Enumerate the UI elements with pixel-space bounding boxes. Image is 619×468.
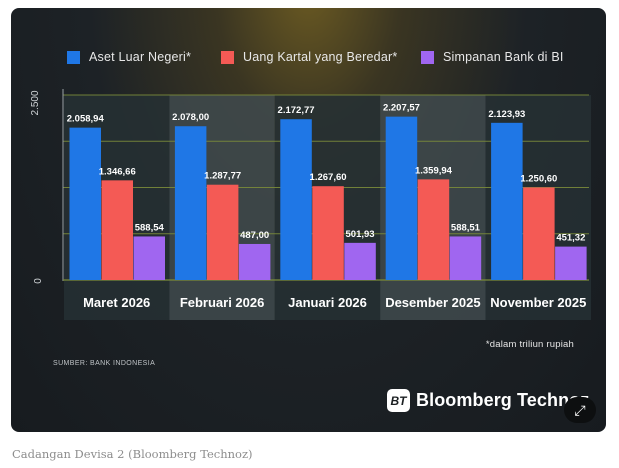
expand-button[interactable]: ⤢: [564, 397, 596, 423]
legend-swatch: [221, 50, 234, 64]
data-label: 1.267,60: [310, 172, 347, 183]
unit-note: *dalam triliun rupiah: [485, 339, 574, 350]
data-label: 2.058,94: [67, 114, 105, 125]
bar: [206, 184, 239, 280]
bar: [280, 119, 312, 280]
bar: [417, 179, 450, 280]
data-label: 2.078,00: [172, 112, 209, 123]
legend-swatch: [67, 50, 80, 64]
bar: [344, 242, 376, 280]
x-tick-label: Desember 2025: [385, 295, 480, 310]
data-label: 588,54: [135, 222, 165, 233]
bar-chart: 0 2.500 2.058,94 1.346,66 588,54 Maret 2026 2.…: [30, 89, 591, 320]
chart-card: Aset Luar Negeri* Uang Kartal yang Bereda…: [11, 8, 606, 432]
bar: [101, 180, 133, 280]
legend-item: Simpanan Bank di BI: [421, 50, 564, 64]
y-tick-label: 2.500: [30, 90, 41, 115]
legend-label: Uang Kartal yang Beredar*: [243, 50, 398, 64]
legend-label: Simpanan Bank di BI: [443, 50, 564, 64]
bar: [69, 127, 101, 280]
data-label: 1.346,66: [99, 166, 136, 177]
x-tick-label: November 2025: [490, 295, 586, 310]
y-tick-label: 0: [33, 278, 44, 284]
bar: [133, 236, 165, 280]
bt-logo-icon: BT: [387, 389, 410, 412]
x-tick-label: Januari 2026: [288, 295, 367, 310]
bar: [312, 186, 344, 280]
brand-name: Bloomberg Technoz: [416, 390, 590, 410]
legend-swatch: [421, 50, 434, 64]
legend-item: Uang Kartal yang Beredar*: [221, 50, 397, 64]
data-label: 2.207,57: [383, 103, 420, 114]
legend: Aset Luar Negeri* Uang Kartal yang Bereda…: [67, 50, 596, 70]
source-text: SUMBER: BANK INDONESIA: [53, 360, 156, 367]
data-label: 2.123,93: [488, 109, 525, 120]
data-label: 588,51: [451, 222, 481, 233]
bar: [174, 126, 207, 280]
image-caption: Cadangan Devisa 2 (Bloomberg Technoz): [12, 447, 253, 461]
data-label: 2.172,77: [278, 105, 315, 116]
expand-icon: ⤢: [574, 401, 586, 418]
data-label: 1.287,77: [204, 171, 241, 182]
bar: [238, 243, 271, 280]
bar: [555, 246, 587, 280]
bar: [523, 187, 555, 280]
x-tick-label: Februari 2026: [180, 295, 265, 310]
data-label: 487,00: [240, 230, 269, 241]
data-label: 1.359,94: [415, 165, 453, 176]
data-label: 1.250,60: [520, 173, 557, 184]
x-tick-label: Maret 2026: [83, 295, 150, 310]
bar: [385, 116, 418, 280]
legend-item: Aset Luar Negeri*: [67, 50, 191, 64]
bar: [449, 236, 482, 280]
data-label: 501,93: [346, 229, 375, 240]
brand-logo: BT Bloomberg Technoz: [387, 389, 589, 412]
legend-label: Aset Luar Negeri*: [89, 50, 192, 64]
bar: [491, 122, 523, 280]
data-label: 451,32: [556, 233, 585, 244]
